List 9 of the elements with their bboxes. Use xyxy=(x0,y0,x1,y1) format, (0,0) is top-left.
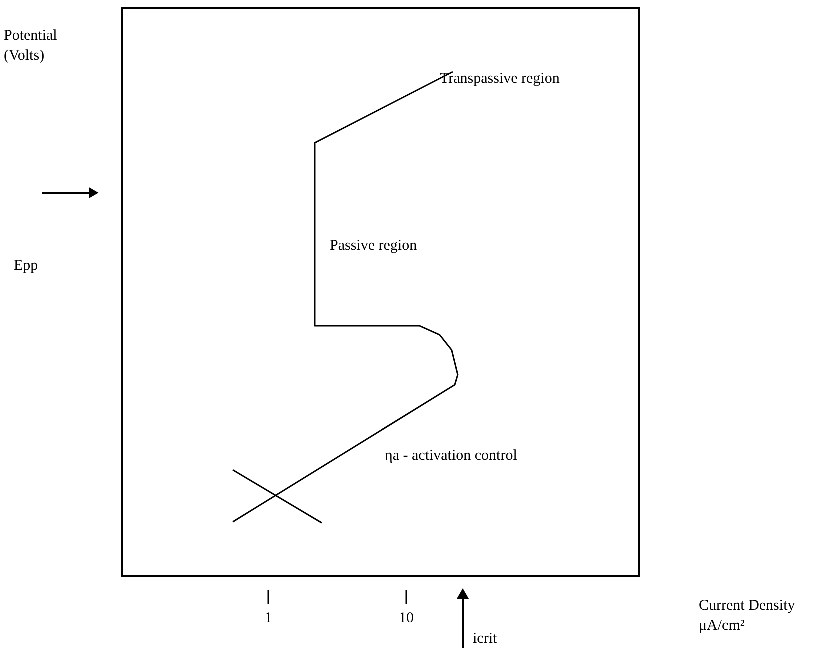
x-tick-label: 1 xyxy=(264,610,272,626)
x-tick-label: 10 xyxy=(399,610,414,626)
y-axis-title: Potential (Volts) xyxy=(4,28,58,64)
text: Epp xyxy=(14,258,38,274)
x-axis-title: Current Density μA/cm² xyxy=(699,598,796,634)
annotation: Transpassive region xyxy=(440,71,560,87)
annotation: Passive region xyxy=(330,238,418,254)
annotation: ηa - activation control xyxy=(385,448,518,464)
text: icrit xyxy=(473,631,498,647)
